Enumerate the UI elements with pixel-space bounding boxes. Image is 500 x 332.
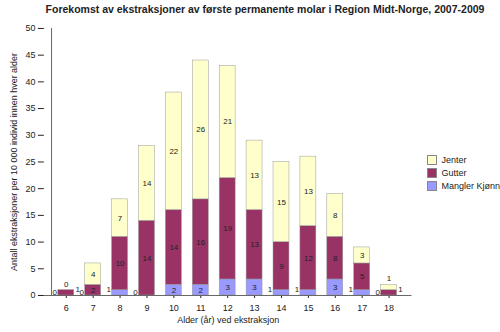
svg-text:13: 13 xyxy=(250,303,260,313)
svg-text:7: 7 xyxy=(118,214,123,223)
svg-text:14: 14 xyxy=(276,303,286,313)
svg-text:3: 3 xyxy=(252,283,257,292)
svg-text:15: 15 xyxy=(25,210,35,220)
svg-text:3: 3 xyxy=(360,251,365,260)
svg-text:26: 26 xyxy=(196,125,205,134)
svg-text:4: 4 xyxy=(91,270,96,279)
svg-text:10: 10 xyxy=(169,303,179,313)
svg-text:30: 30 xyxy=(25,130,35,140)
svg-text:22: 22 xyxy=(169,147,178,156)
svg-text:9: 9 xyxy=(279,262,284,271)
svg-text:18: 18 xyxy=(384,303,394,313)
svg-text:15: 15 xyxy=(303,303,313,313)
svg-text:8: 8 xyxy=(118,303,123,313)
svg-text:1: 1 xyxy=(349,285,354,294)
svg-text:2: 2 xyxy=(91,286,96,295)
html-text:Gutter: Gutter xyxy=(441,168,467,179)
svg-text:0: 0 xyxy=(53,288,58,297)
svg-text:0: 0 xyxy=(64,280,69,289)
svg-text:1: 1 xyxy=(75,285,80,294)
svg-text:3: 3 xyxy=(225,283,230,292)
svg-text:3: 3 xyxy=(333,283,338,292)
svg-text:13: 13 xyxy=(304,187,313,196)
svg-text:16: 16 xyxy=(330,303,340,313)
svg-text:1: 1 xyxy=(387,274,392,283)
svg-text:6: 6 xyxy=(64,303,69,313)
html-text:Mangler Kjønn: Mangler Kjønn xyxy=(441,181,500,192)
svg-text:Antall ekstraksjoner per 10 00: Antall ekstraksjoner per 10 000 individ … xyxy=(9,53,19,271)
svg-text:2: 2 xyxy=(199,286,204,295)
svg-text:1: 1 xyxy=(398,285,403,294)
svg-text:13: 13 xyxy=(250,240,259,249)
svg-text:25: 25 xyxy=(25,157,35,167)
svg-text:50: 50 xyxy=(25,23,35,33)
svg-text:17: 17 xyxy=(357,303,367,313)
svg-text:40: 40 xyxy=(25,77,35,87)
svg-text:19: 19 xyxy=(223,224,232,233)
svg-text:0: 0 xyxy=(133,288,138,297)
svg-text:7: 7 xyxy=(91,303,96,313)
svg-text:0: 0 xyxy=(375,288,380,297)
svg-text:45: 45 xyxy=(25,50,35,60)
svg-text:5: 5 xyxy=(360,272,365,281)
html-text:Jenter: Jenter xyxy=(441,155,467,166)
svg-text:16: 16 xyxy=(196,238,205,247)
svg-text:21: 21 xyxy=(223,117,232,126)
svg-text:1: 1 xyxy=(268,285,273,294)
svg-text:8: 8 xyxy=(333,254,338,263)
svg-text:0: 0 xyxy=(30,290,35,300)
svg-text:14: 14 xyxy=(143,179,152,188)
svg-text:1: 1 xyxy=(295,285,300,294)
svg-text:10: 10 xyxy=(116,259,125,268)
svg-text:35: 35 xyxy=(25,103,35,113)
svg-text:1: 1 xyxy=(106,285,111,294)
svg-text:9: 9 xyxy=(144,303,149,313)
svg-text:20: 20 xyxy=(25,184,35,194)
svg-text:0: 0 xyxy=(79,288,84,297)
svg-text:5: 5 xyxy=(30,264,35,274)
svg-text:12: 12 xyxy=(304,254,313,263)
svg-text:11: 11 xyxy=(196,303,205,313)
svg-text:12: 12 xyxy=(223,303,233,313)
svg-text:2: 2 xyxy=(172,286,177,295)
svg-text:14: 14 xyxy=(143,254,152,263)
html-text:Forekomst av ekstraksjoner av: Forekomst av ekstraksjoner av første per… xyxy=(45,3,485,15)
svg-text:15: 15 xyxy=(277,198,286,207)
svg-text:8: 8 xyxy=(333,211,338,220)
svg-text:Alder (år) ved ekstraksjon: Alder (år) ved ekstraksjon xyxy=(177,315,279,325)
svg-text:14: 14 xyxy=(169,243,178,252)
svg-text:10: 10 xyxy=(25,237,35,247)
svg-text:13: 13 xyxy=(250,171,259,180)
